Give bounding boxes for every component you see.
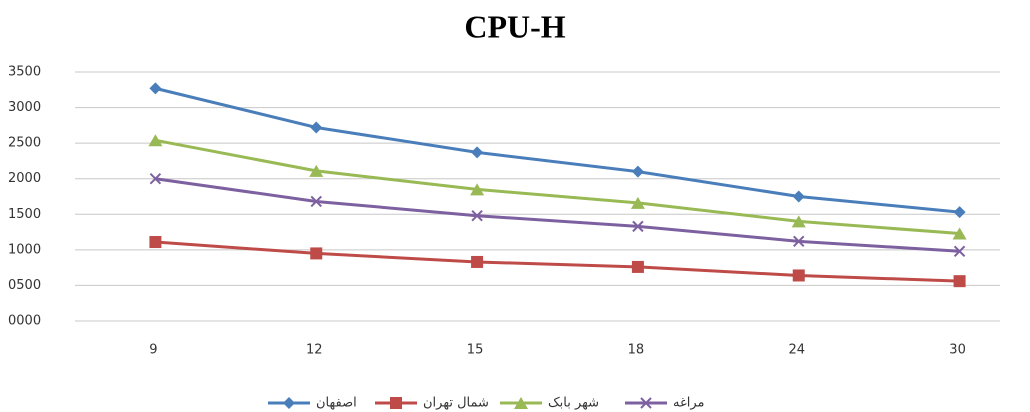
data-point xyxy=(793,235,805,248)
data-point xyxy=(471,146,484,159)
data-point xyxy=(149,173,162,185)
data-point xyxy=(953,245,966,257)
y-tick-label: 2000 xyxy=(8,171,41,186)
legend-marker xyxy=(390,397,402,409)
data-point xyxy=(792,269,805,282)
x-tick-label: 15 xyxy=(467,343,484,358)
legend-marker xyxy=(283,397,295,409)
x-tick-label: 9 xyxy=(149,343,157,358)
data-point xyxy=(953,275,966,288)
y-tick-label: 0500 xyxy=(8,278,41,293)
data-point xyxy=(631,260,644,273)
data-point xyxy=(310,247,323,260)
x-tick-label: 24 xyxy=(788,343,805,358)
y-tick-label: 3000 xyxy=(8,100,41,115)
series-line xyxy=(155,86,960,214)
legend-label: مراغه xyxy=(673,396,705,411)
data-point xyxy=(471,210,483,222)
chart-title: CPU-H xyxy=(464,8,565,44)
x-tick-label: 30 xyxy=(949,343,966,358)
legend-label: شهر بابک xyxy=(548,396,599,411)
y-tick-label: 1000 xyxy=(8,242,41,257)
y-tick-label: 1500 xyxy=(8,207,41,222)
x-tick-label: 18 xyxy=(628,343,645,358)
legend-marker xyxy=(640,397,652,409)
data-point xyxy=(792,190,805,203)
series-line xyxy=(155,240,960,283)
legend-label: اصفهان xyxy=(316,396,357,411)
data-point xyxy=(630,196,645,209)
data-point xyxy=(149,236,162,249)
y-tick-label: 2500 xyxy=(8,136,41,151)
x-tick-label: 12 xyxy=(306,343,323,358)
data-point xyxy=(309,164,324,177)
data-point xyxy=(149,82,162,95)
data-point xyxy=(952,227,967,240)
series-line xyxy=(155,138,960,235)
data-point xyxy=(632,220,644,233)
legend-marker xyxy=(514,397,528,409)
data-point xyxy=(953,206,966,219)
y-tick-label: 0000 xyxy=(8,314,41,329)
data-point xyxy=(148,134,163,147)
data-point xyxy=(310,121,323,134)
legend-label: شمال تهران xyxy=(423,396,489,411)
data-point xyxy=(791,215,806,228)
data-point xyxy=(631,165,644,178)
data-point xyxy=(471,255,484,268)
y-tick-label: 3500 xyxy=(8,65,41,80)
data-point xyxy=(470,183,485,196)
data-point xyxy=(310,195,322,208)
series-line xyxy=(155,177,960,253)
